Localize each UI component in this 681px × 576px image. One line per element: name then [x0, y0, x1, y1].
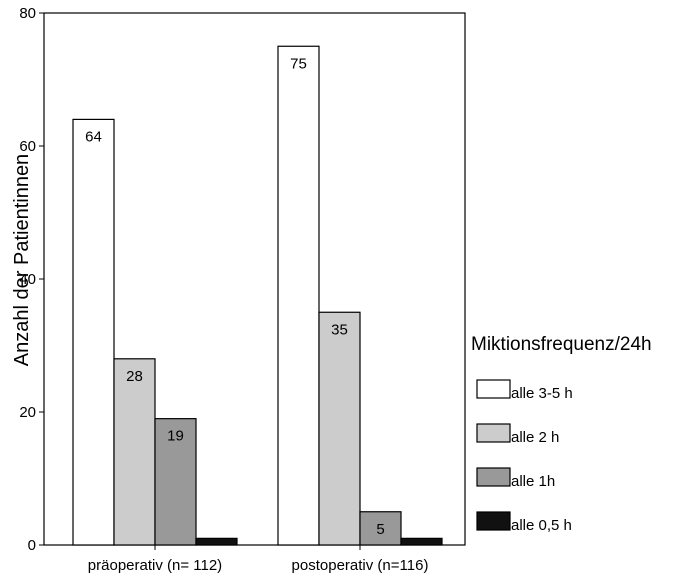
bar [359, 511, 402, 546]
y-tick-label: 80 [19, 5, 36, 22]
bar-value-label: 75 [290, 55, 307, 72]
legend-entry-label: alle 3-5 h [511, 385, 573, 402]
bar [277, 45, 320, 546]
y-tick-label: 0 [28, 537, 36, 554]
legend-swatch [476, 379, 511, 399]
x-category-label: postoperativ (n=116) [292, 557, 429, 574]
bar-value-label: 28 [126, 368, 143, 385]
bar [72, 118, 115, 546]
y-tick-label: 60 [19, 138, 36, 155]
bar-value-label: 64 [85, 128, 102, 145]
legend-title: Miktionsfrequenz/24h [471, 334, 652, 355]
y-tick-label: 20 [19, 404, 36, 421]
legend-swatch [476, 423, 511, 443]
x-category-label: präoperativ (n= 112) [88, 557, 222, 574]
bars: 64 28 19 75 35 5 [72, 45, 443, 546]
bar [318, 311, 361, 546]
y-axis: 0 20 40 60 80 [19, 5, 44, 554]
legend-entry-label: alle 0,5 h [511, 517, 572, 534]
bar-value-label: 35 [331, 321, 348, 338]
bar [400, 537, 443, 546]
x-axis: präoperativ (n= 112) postoperativ (n=116) [88, 545, 429, 574]
legend-swatch [476, 511, 511, 531]
bar [113, 358, 156, 546]
bar [154, 418, 197, 546]
bar [195, 537, 238, 546]
y-axis-label: Anzahl der Patientinnen [11, 154, 33, 366]
legend-entry-label: alle 2 h [511, 429, 559, 446]
legend-entry-label: alle 1h [511, 473, 555, 490]
legend-swatch [476, 467, 511, 487]
y-tick-label: 40 [19, 271, 36, 288]
legend: alle 3-5 h alle 2 h alle 1h alle 0,5 h [476, 379, 573, 534]
bar-value-label: 5 [376, 521, 384, 538]
bar-value-label: 19 [167, 428, 184, 445]
